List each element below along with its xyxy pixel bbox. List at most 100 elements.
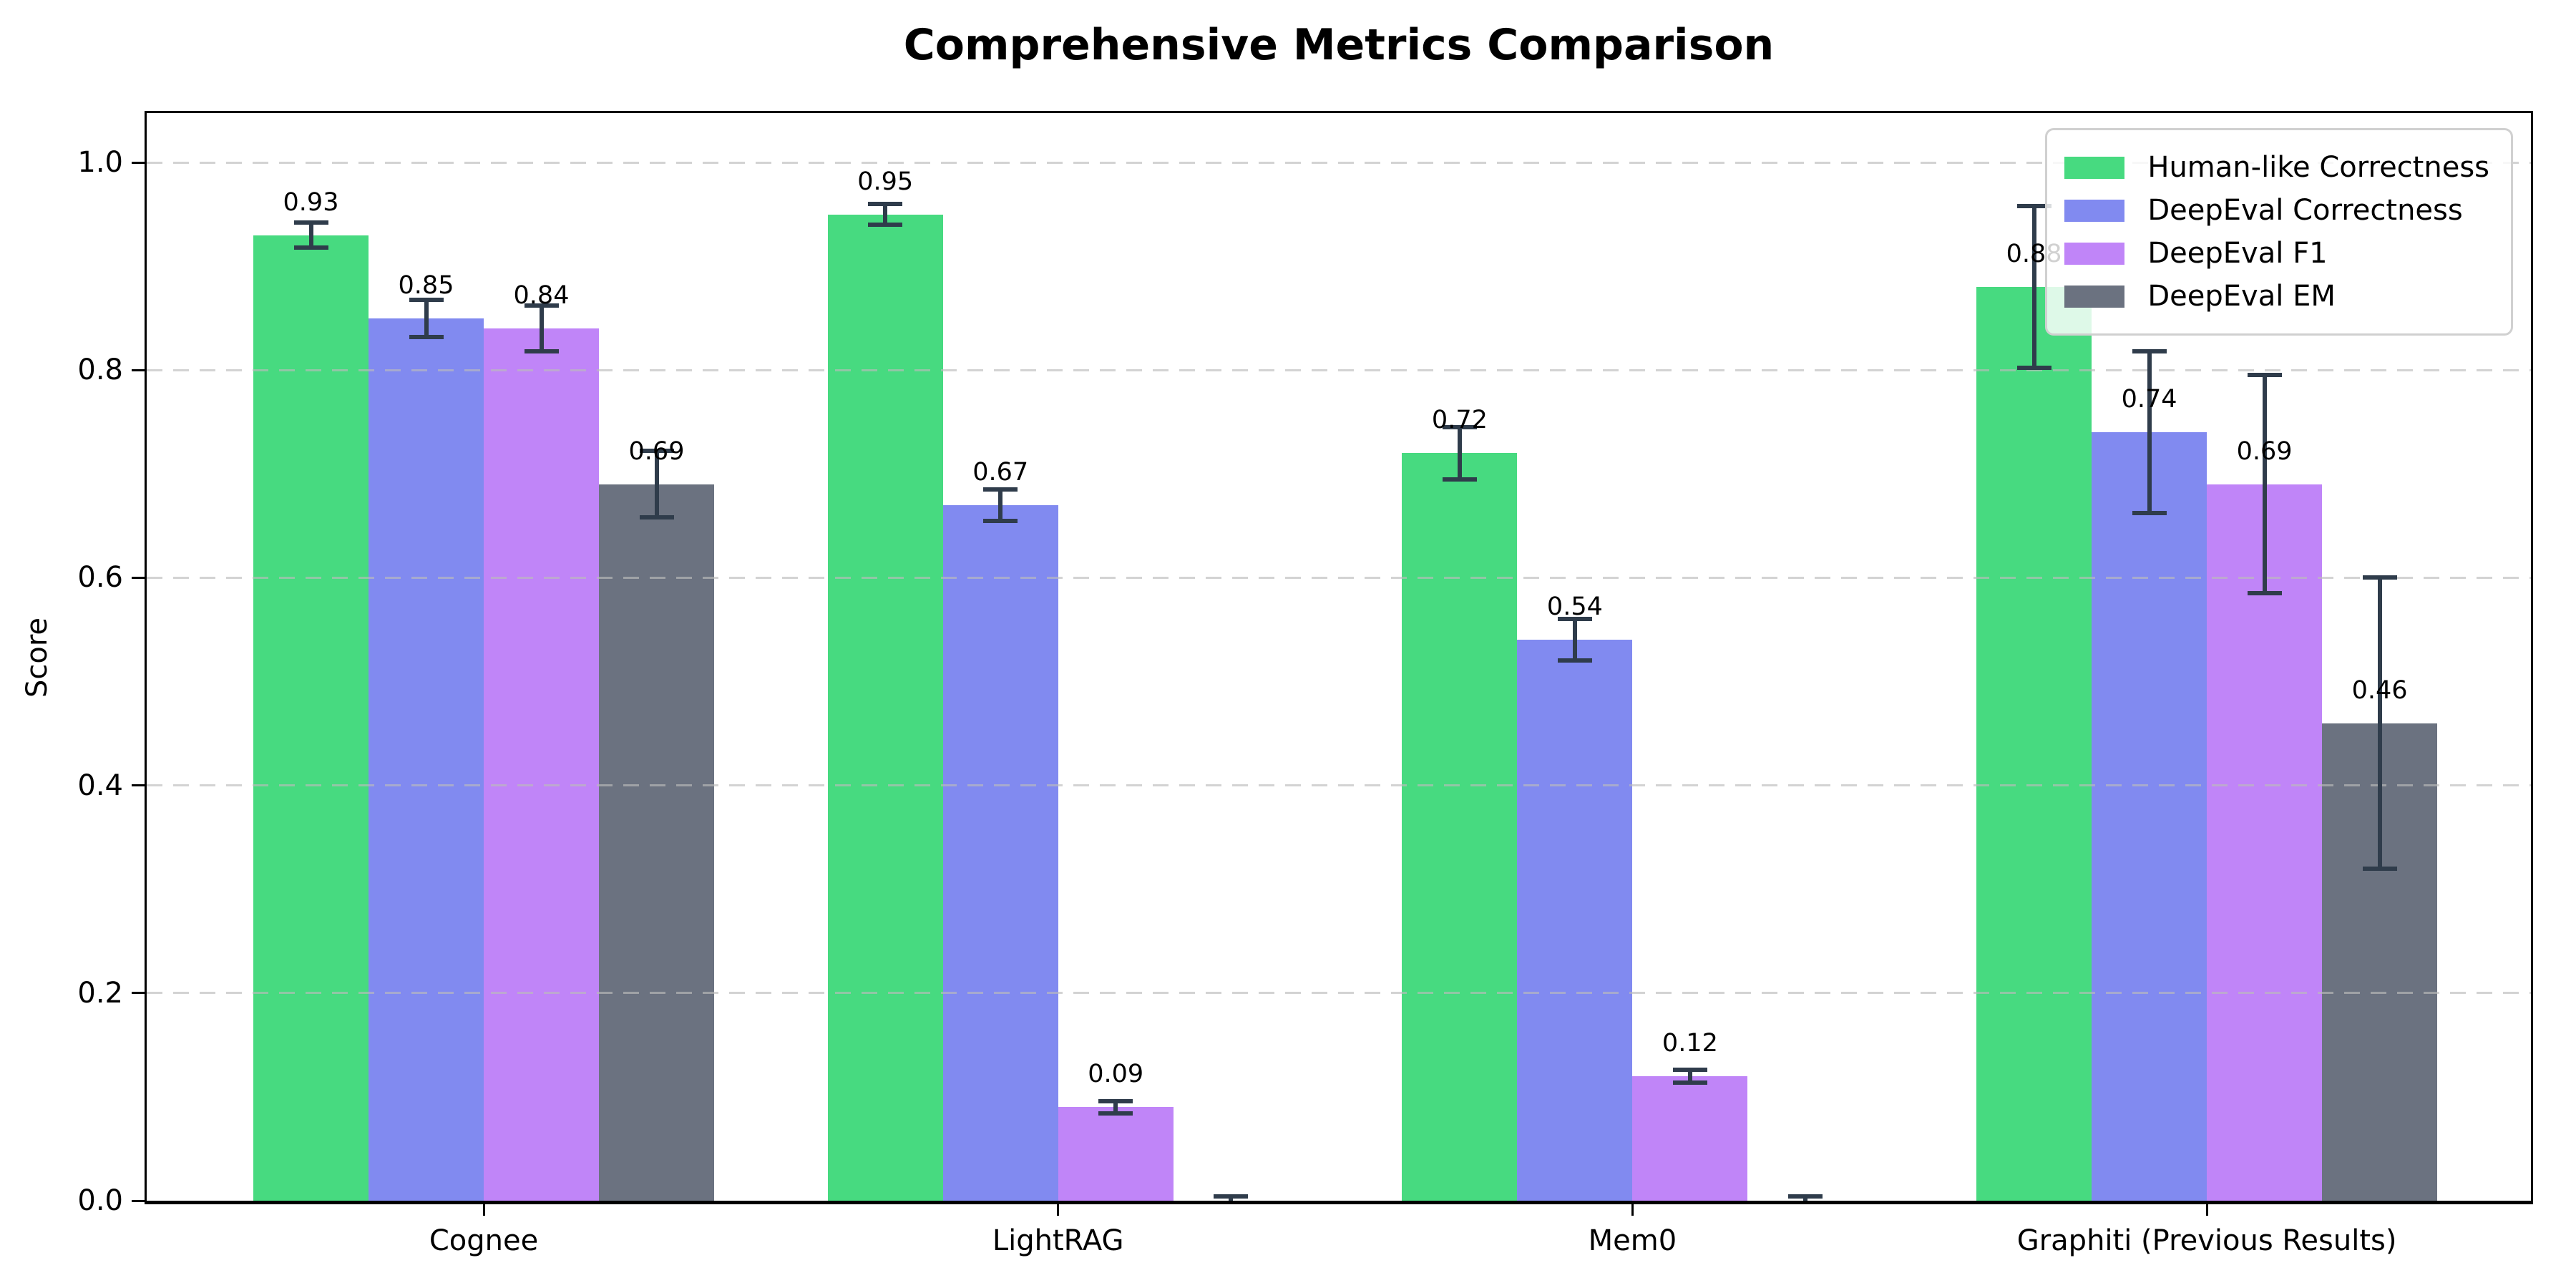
legend-item: DeepEval Correctness (2064, 190, 2489, 230)
x-axis-tick-label: Mem0 (1588, 1224, 1677, 1257)
error-bar-cap-top (1557, 617, 1592, 622)
bar (1632, 1075, 1748, 1201)
legend-swatch (2064, 242, 2125, 265)
y-axis-tick-label: 0.4 (77, 769, 123, 802)
error-bar-cap-top (868, 202, 903, 207)
error-bar-line (998, 489, 1003, 521)
x-axis-tick (482, 1204, 485, 1216)
error-bar-cap-top (2016, 203, 2051, 208)
gridline (147, 992, 2531, 995)
bar (827, 214, 943, 1201)
error-bar-cap-bottom (2362, 866, 2397, 871)
x-axis-tick-label: LightRAG (992, 1224, 1124, 1257)
error-bar-line (2262, 375, 2267, 594)
error-bar-cap-bottom (1214, 1203, 1248, 1204)
legend-item: DeepEval EM (2064, 276, 2489, 316)
x-axis-tick (2205, 1204, 2208, 1216)
bar-value-label: 0.54 (1546, 592, 1603, 622)
bar (1976, 287, 2092, 1201)
error-bar-cap-top (2247, 373, 2282, 378)
error-bar-cap-bottom (1672, 1080, 1707, 1085)
y-axis-tick (132, 576, 145, 579)
y-axis-tick (132, 1199, 145, 1202)
gridline (147, 576, 2531, 579)
legend-item: DeepEval F1 (2064, 233, 2489, 273)
error-bar-cap-top (1098, 1098, 1133, 1103)
error-bar-cap-bottom (2016, 366, 2051, 371)
bar-value-label: 0.12 (1662, 1028, 1718, 1058)
error-bar-cap-bottom (983, 518, 1018, 523)
y-axis-tick (132, 161, 145, 164)
error-bar-cap-top (293, 220, 328, 225)
legend-label: DeepEval EM (2147, 280, 2336, 313)
legend-item: Human-like Correctness (2064, 147, 2489, 187)
error-bar-cap-top (1787, 1194, 1823, 1199)
x-axis-tick-label: Cognee (429, 1224, 539, 1257)
error-bar-cap-top (524, 303, 559, 308)
x-axis-tick (1631, 1204, 1634, 1216)
error-bar-cap-top (1672, 1068, 1707, 1073)
error-bar-cap-top (1442, 425, 1477, 430)
bar (2092, 432, 2207, 1201)
gridline (147, 161, 2531, 164)
bar (253, 235, 369, 1201)
y-axis-tick-label: 0.2 (77, 976, 123, 1010)
x-axis-tick-label: Graphiti (Previous Results) (2016, 1224, 2397, 1257)
bar (1058, 1107, 1174, 1201)
legend-label: Human-like Correctness (2147, 151, 2489, 184)
error-bar-line (424, 299, 429, 337)
bar (2207, 484, 2323, 1201)
error-bar-cap-bottom (409, 334, 444, 339)
error-bar-line (539, 306, 544, 352)
y-axis-tick-label: 0.6 (77, 561, 123, 595)
error-bar-line (2031, 205, 2036, 369)
bar-value-label: 0.69 (2236, 436, 2293, 466)
error-bar-line (1457, 427, 1462, 479)
y-axis-tick (132, 992, 145, 995)
legend-swatch (2064, 156, 2125, 179)
y-axis-tick (132, 784, 145, 787)
error-bar-line (1687, 1070, 1692, 1083)
legend-label: DeepEval F1 (2147, 237, 2328, 270)
bar-value-label: 0.84 (513, 281, 570, 311)
y-axis-tick (132, 369, 145, 371)
error-bar-cap-bottom (2132, 511, 2167, 516)
bar (599, 484, 714, 1201)
error-bar-cap-bottom (2247, 591, 2282, 596)
gridline (147, 784, 2531, 787)
y-axis-tick-label: 0.0 (77, 1184, 123, 1217)
y-axis-label: Score (21, 617, 54, 698)
bar-value-label: 0.72 (1431, 406, 1488, 435)
error-bar-cap-bottom (639, 515, 674, 520)
legend-label: DeepEval Correctness (2147, 194, 2463, 227)
bar-value-label: 0.85 (398, 270, 454, 300)
error-bar-cap-bottom (1557, 658, 1592, 663)
bar (942, 504, 1058, 1201)
chart-title: Comprehensive Metrics Comparison (903, 20, 1775, 70)
error-bar-cap-bottom (1442, 477, 1477, 482)
y-axis-tick-label: 1.0 (77, 146, 123, 179)
error-bar-line (883, 204, 888, 225)
error-bar-line (308, 223, 313, 248)
error-bar-cap-top (2132, 349, 2167, 354)
x-axis-tick (1057, 1204, 1060, 1216)
error-bar-cap-top (639, 449, 674, 454)
bar-value-label: 0.46 (2351, 675, 2408, 705)
bar-value-label: 0.69 (628, 436, 685, 466)
error-bar-line (1572, 619, 1577, 661)
error-bar-line (2377, 577, 2382, 869)
legend: Human-like Correctness DeepEval Correctne… (2045, 128, 2513, 336)
bar-value-label: 0.93 (283, 187, 339, 217)
error-bar-cap-top (409, 297, 444, 302)
error-bar-line (1113, 1101, 1118, 1114)
bar (369, 318, 484, 1201)
bar-value-label: 0.09 (1088, 1060, 1144, 1089)
legend-swatch (2064, 285, 2125, 308)
bar (1402, 453, 1518, 1201)
y-axis-tick-label: 0.8 (77, 353, 123, 387)
error-bar-cap-bottom (868, 223, 903, 228)
bar-value-label: 0.67 (972, 457, 1029, 487)
bar (1517, 640, 1633, 1201)
error-bar-cap-bottom (524, 349, 559, 354)
